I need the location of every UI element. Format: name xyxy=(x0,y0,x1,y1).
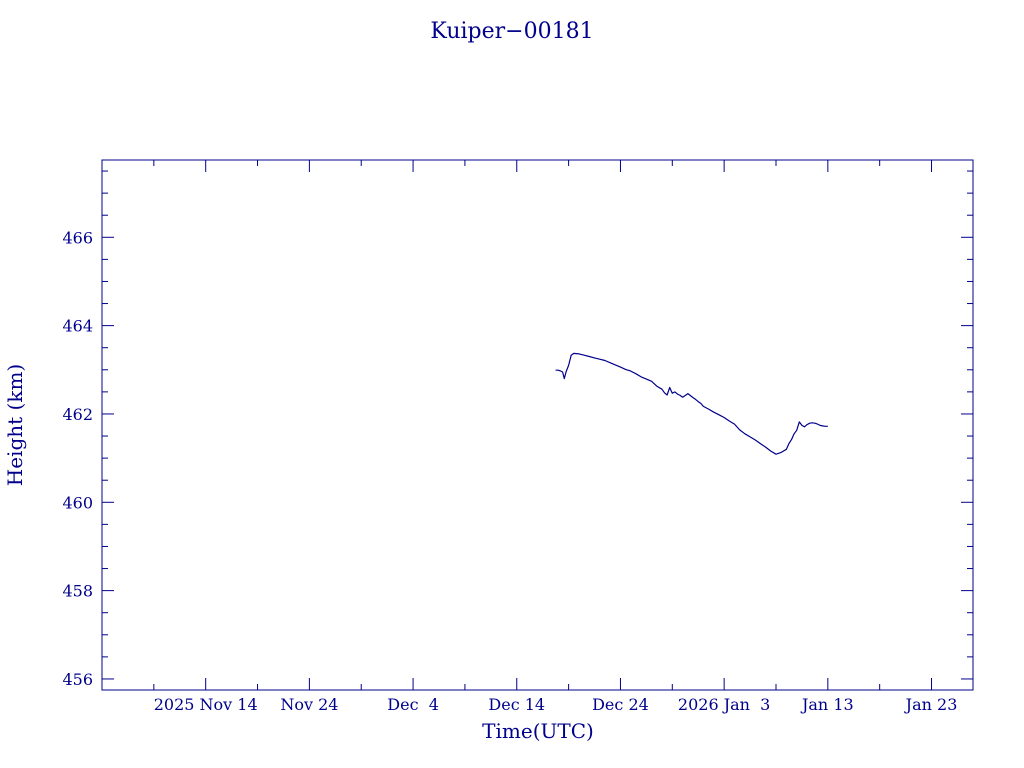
x-tick-label: 2025 Nov 14 xyxy=(154,695,258,714)
y-tick-label: 460 xyxy=(62,493,93,512)
x-tick-label: Nov 24 xyxy=(280,695,338,714)
height-series-line xyxy=(555,352,828,455)
x-tick-label: Dec 24 xyxy=(592,695,649,714)
y-tick-label: 466 xyxy=(62,228,93,247)
x-tick-label: Dec 14 xyxy=(488,695,545,714)
y-tick-label: 462 xyxy=(62,405,93,424)
x-axis: 2025 Nov 14 Nov 24 Dec 4 Dec 14 Dec 24 2026 J… xyxy=(153,160,958,714)
plot-frame xyxy=(101,159,974,691)
y-tick-label: 464 xyxy=(62,317,93,336)
x-tick-label: Jan 23 xyxy=(904,695,958,714)
chart-title: Kuiper−00181 xyxy=(430,19,593,44)
x-tick-label: Jan 13 xyxy=(800,695,854,714)
x-tick-label: Dec 4 xyxy=(387,695,439,714)
series-layer xyxy=(555,352,828,455)
y-axis-label: Height (km) xyxy=(3,364,27,486)
x-axis-label: Time(UTC) xyxy=(482,719,594,743)
x-tick-label: 2026 Jan 3 xyxy=(678,695,770,714)
y-axis: 456 458 460 462 464 466 xyxy=(62,170,973,689)
y-tick-label: 458 xyxy=(62,582,93,601)
y-tick-label: 456 xyxy=(62,670,93,689)
